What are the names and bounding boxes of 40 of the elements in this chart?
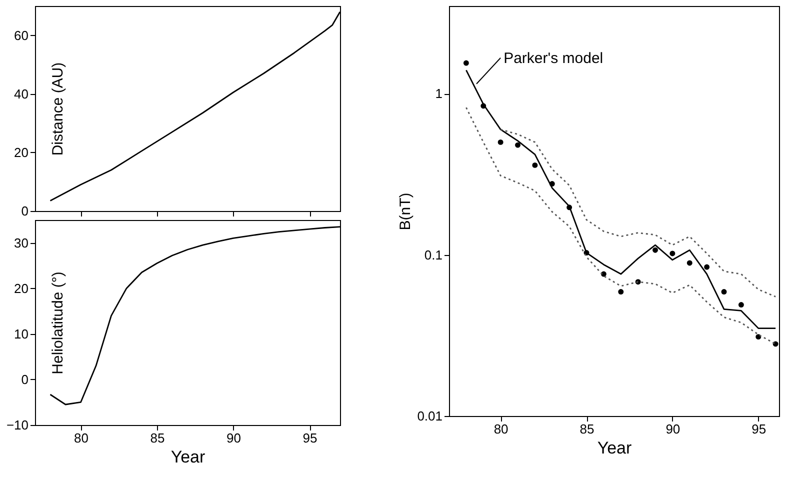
- point: [532, 162, 538, 168]
- line-series: [500, 128, 776, 298]
- y-axis-title: Heliolatitude (°): [50, 272, 66, 374]
- x-tick-label: 80: [494, 422, 508, 436]
- point: [738, 302, 744, 308]
- point: [498, 139, 504, 145]
- point: [652, 247, 658, 253]
- point: [670, 250, 676, 256]
- y-axis-title: Distance (AU): [50, 62, 66, 156]
- annotation: Parker's model: [504, 50, 604, 67]
- y-axis-title: B(nT): [397, 192, 414, 230]
- point: [515, 142, 520, 148]
- x-tick-label: 95: [752, 422, 766, 436]
- point: [686, 260, 692, 266]
- y-tick-label: 60: [14, 28, 28, 43]
- y-tick-label: 10: [14, 326, 28, 342]
- y-tick-label: 40: [14, 86, 28, 102]
- line-series: [465, 69, 776, 330]
- y-tick-label: 20: [14, 280, 28, 296]
- x-axis-title: Year: [170, 448, 206, 466]
- y-tick-label: 0.1: [424, 247, 442, 262]
- y-tick-label: 20: [14, 144, 28, 160]
- point: [463, 60, 469, 66]
- y-tick-label: 30: [14, 235, 28, 250]
- x-tick-label: 90: [226, 430, 241, 446]
- x-tick-label: 85: [580, 422, 594, 436]
- y-tick-label: 1: [435, 86, 442, 102]
- x-tick-label: 80: [74, 430, 88, 446]
- x-tick-label: 85: [150, 430, 165, 446]
- point: [704, 264, 710, 270]
- y-tick-label: 0: [21, 204, 28, 218]
- y-tick-label: 0: [21, 372, 28, 387]
- x-axis-title: Year: [597, 438, 632, 458]
- y-tick-label: 0.01: [417, 408, 442, 424]
- point: [721, 289, 727, 295]
- point: [756, 334, 762, 340]
- point: [618, 289, 624, 295]
- x-tick-label: 95: [302, 430, 318, 446]
- y-tick-label: −10: [6, 418, 28, 432]
- x-tick-label: 90: [666, 422, 680, 436]
